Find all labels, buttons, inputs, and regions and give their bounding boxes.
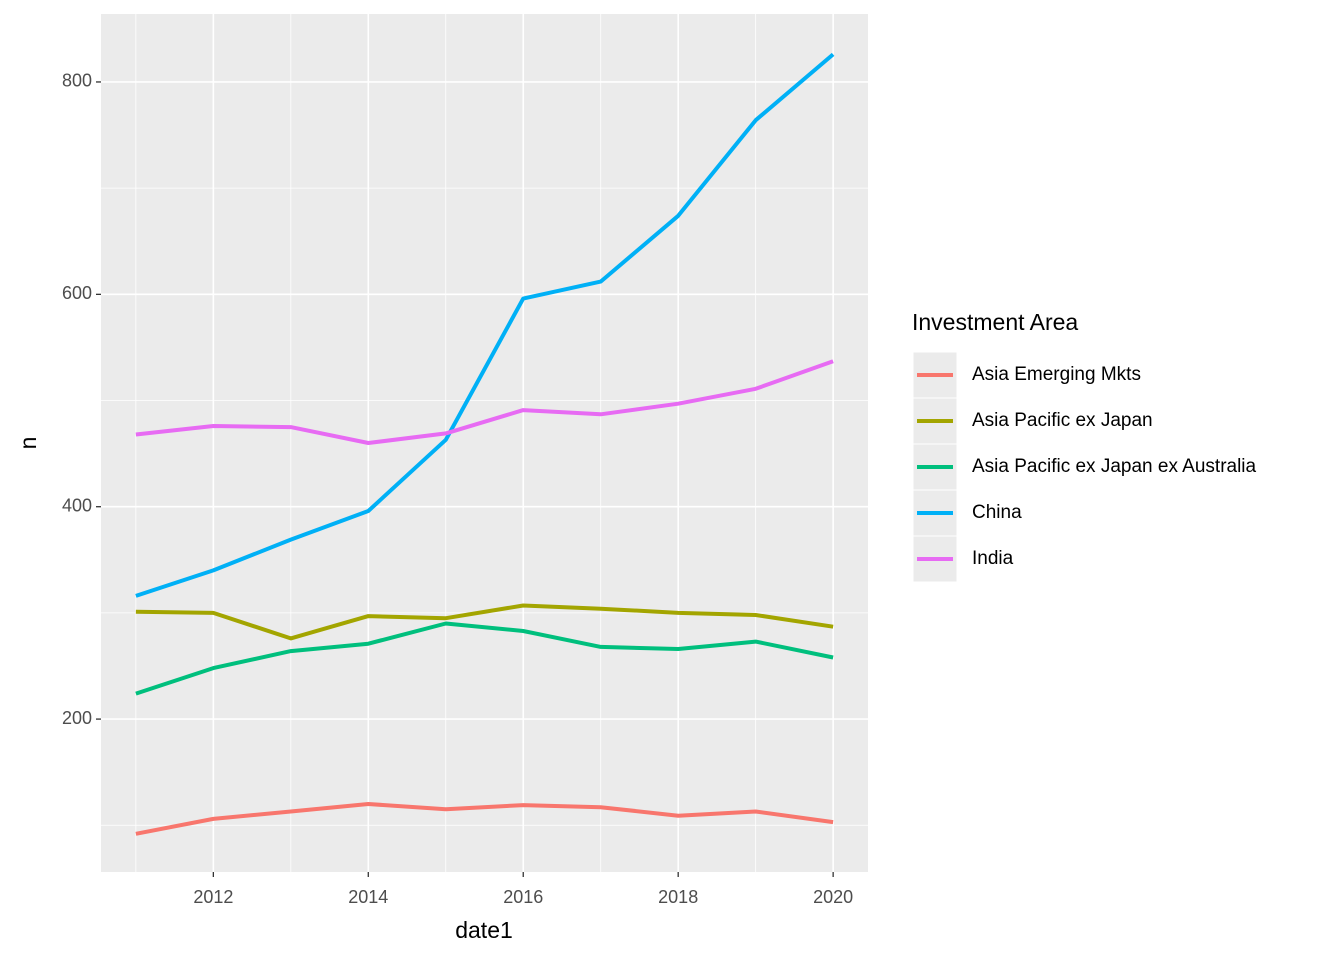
legend-label: Asia Pacific ex Japan	[972, 410, 1153, 431]
y-tick-label: 200	[62, 708, 92, 728]
x-tick-label: 2018	[658, 887, 698, 907]
line	[135, 359, 834, 445]
legend-label: Asia Pacific ex Japan ex Australia	[972, 456, 1257, 477]
x-tick-label: 2016	[503, 887, 543, 907]
x-tick-label: 2012	[193, 887, 233, 907]
line	[135, 802, 834, 836]
line	[135, 621, 834, 696]
line	[135, 52, 835, 598]
line	[135, 603, 834, 641]
y-axis-title: n	[15, 437, 41, 450]
legend-label: China	[972, 502, 1022, 523]
y-tick-label: 800	[62, 71, 92, 91]
y-tick-label: 600	[62, 283, 92, 303]
y-tick-label: 400	[62, 495, 92, 515]
x-tick-label: 2020	[813, 887, 853, 907]
x-tick-label: 2014	[348, 887, 388, 907]
legend-label: India	[972, 548, 1014, 569]
legend-label: Asia Emerging Mkts	[972, 364, 1141, 385]
legend-title: Investment Area	[912, 309, 1078, 335]
x-axis-title: date1	[455, 917, 513, 943]
panel	[101, 14, 868, 872]
